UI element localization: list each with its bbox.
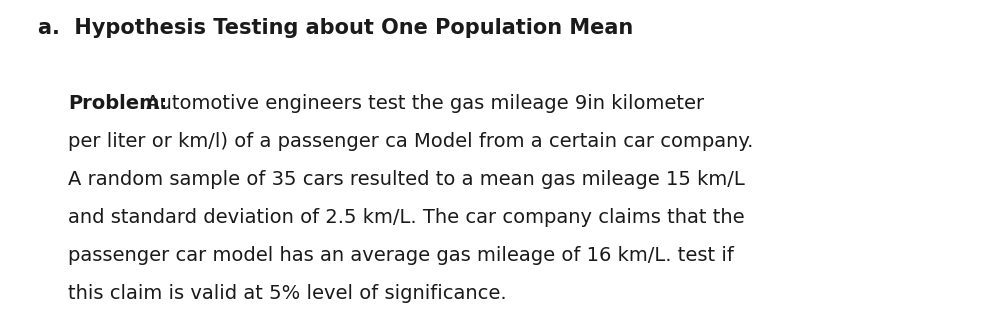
Text: and standard deviation of 2.5 km/L. The car company claims that the: and standard deviation of 2.5 km/L. The … [68, 208, 745, 227]
Text: passenger car model has an average gas mileage of 16 km/L. test if: passenger car model has an average gas m… [68, 246, 734, 265]
Text: per liter or km/l) of a passenger ca Model from a certain car company.: per liter or km/l) of a passenger ca Mod… [68, 132, 754, 151]
Text: A random sample of 35 cars resulted to a mean gas mileage 15 km/L: A random sample of 35 cars resulted to a… [68, 170, 745, 189]
Text: this claim is valid at 5% level of significance.: this claim is valid at 5% level of signi… [68, 284, 506, 303]
Text: Problem:: Problem: [68, 94, 167, 113]
Text: Automotive engineers test the gas mileage 9in kilometer: Automotive engineers test the gas mileag… [140, 94, 704, 113]
Text: a.  Hypothesis Testing about One Population Mean: a. Hypothesis Testing about One Populati… [38, 18, 633, 38]
